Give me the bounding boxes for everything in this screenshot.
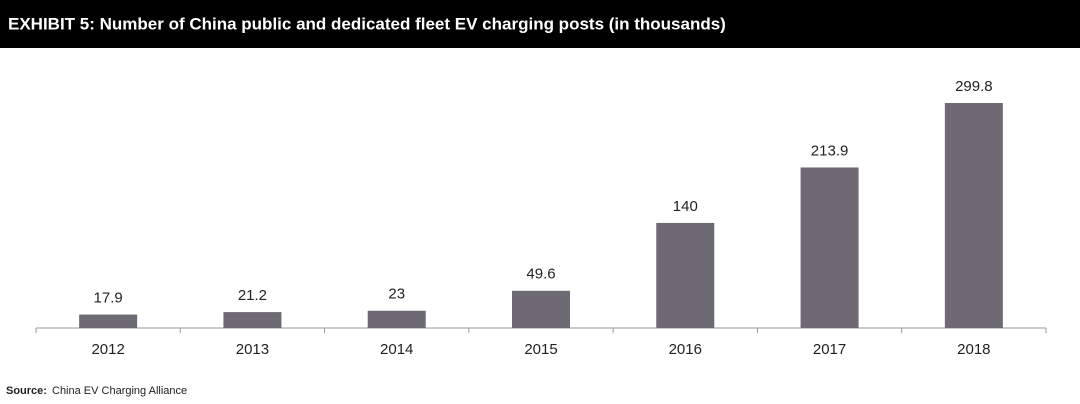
x-tick-label: 2013 <box>236 341 269 358</box>
value-label: 213.9 <box>811 142 849 159</box>
value-label: 23 <box>388 286 405 303</box>
x-tick-label: 2012 <box>91 341 124 358</box>
bar <box>944 103 1003 328</box>
bar <box>800 167 859 328</box>
x-tick-label: 2017 <box>813 341 846 358</box>
source-label: Source: <box>6 385 47 397</box>
value-label: 140 <box>673 198 698 215</box>
title-bar <box>0 0 1080 48</box>
source: China EV Charging Alliance <box>52 385 187 397</box>
value-label: 17.9 <box>94 290 123 307</box>
x-tick-label: 2015 <box>524 341 557 358</box>
x-tick-label: 2014 <box>380 341 413 358</box>
bar <box>223 312 282 328</box>
chart-title: EXHIBIT 5: Number of China public and de… <box>8 14 726 33</box>
x-tick-label: 2016 <box>669 341 702 358</box>
bar <box>656 222 715 328</box>
value-label: 49.6 <box>526 266 555 283</box>
bar <box>79 314 138 328</box>
bar <box>512 290 570 328</box>
bar <box>367 310 426 328</box>
value-label: 299.8 <box>955 78 993 95</box>
x-tick-label: 2018 <box>957 341 990 358</box>
value-label: 21.2 <box>238 287 267 304</box>
